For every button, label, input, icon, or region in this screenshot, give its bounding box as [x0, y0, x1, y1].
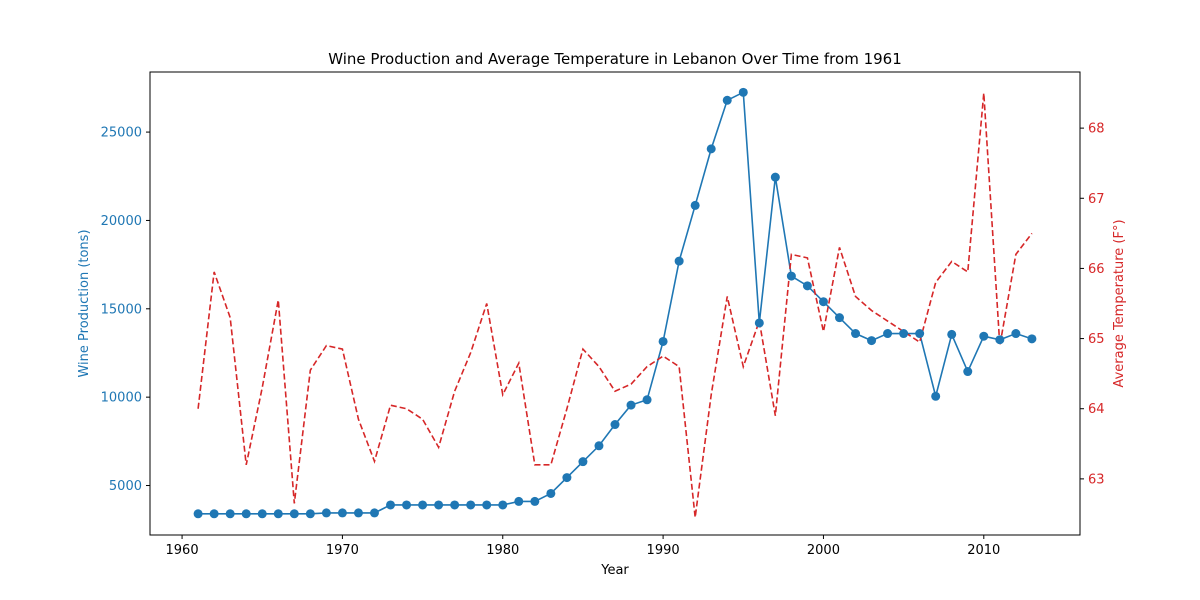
production-point: [369, 508, 379, 518]
production-point: [947, 329, 957, 339]
y-axis-left: 5000 10000 15000 20000 25000: [101, 126, 150, 494]
y-right-tick-label: 67: [1088, 192, 1105, 207]
y-right-tick-label: 65: [1088, 332, 1105, 347]
production-point: [626, 400, 636, 410]
production-series-line: [198, 91, 1033, 515]
x-tick-label: 1960: [166, 543, 199, 558]
y-axis-right: 63 64 65 66 67 68: [1080, 122, 1105, 487]
x-tick-label: 1970: [326, 543, 359, 558]
y-axis-right-title: Average Temperature (F°): [1112, 219, 1127, 387]
production-point: [867, 336, 877, 346]
production-point: [546, 488, 556, 498]
production-point: [802, 281, 812, 291]
x-tick-label: 1990: [647, 543, 680, 558]
production-point: [722, 95, 732, 105]
production-point: [466, 500, 476, 510]
y-axis-left-title: Wine Production (tons): [77, 229, 92, 377]
production-point: [851, 329, 861, 339]
production-point: [915, 329, 925, 339]
y-left-tick-label: 5000: [109, 479, 142, 494]
production-point: [273, 509, 283, 519]
production-point: [578, 457, 588, 467]
production-point: [786, 271, 796, 281]
production-point: [610, 420, 620, 430]
production-point: [754, 318, 764, 328]
production-point: [289, 509, 299, 519]
production-point: [257, 509, 267, 519]
production-point: [418, 500, 428, 510]
production-point: [514, 496, 524, 506]
chart-title: Wine Production and Average Temperature …: [328, 50, 902, 68]
x-axis: 1960 1970 1980 1990 2000 2010: [166, 535, 1000, 558]
production-point: [337, 508, 347, 518]
production-point: [963, 367, 973, 377]
plot-frame: [149, 71, 1081, 536]
temperature-series-line: [197, 92, 1033, 518]
production-point: [706, 144, 716, 154]
production-point: [321, 508, 331, 518]
production-point: [402, 500, 412, 510]
production-point: [1027, 334, 1037, 344]
x-axis-title: Year: [600, 563, 629, 578]
x-tick-label: 2000: [807, 543, 840, 558]
production-point: [209, 509, 219, 519]
production-point: [899, 329, 909, 339]
production-point: [450, 500, 460, 510]
production-point: [690, 200, 700, 210]
production-point: [770, 172, 780, 182]
production-point: [353, 508, 363, 518]
production-point: [530, 496, 540, 506]
x-tick-label: 1980: [486, 543, 519, 558]
production-point: [931, 391, 941, 401]
x-tick-label: 2010: [967, 543, 1000, 558]
y-right-tick-label: 68: [1088, 122, 1105, 137]
production-point: [498, 500, 508, 510]
y-left-tick-label: 25000: [101, 126, 142, 141]
production-point: [482, 500, 492, 510]
series-layer: [193, 87, 1037, 519]
production-point: [979, 331, 989, 341]
y-right-tick-label: 64: [1088, 402, 1105, 417]
production-point: [883, 329, 893, 339]
y-left-tick-label: 10000: [101, 391, 142, 406]
production-point: [241, 509, 251, 519]
y-right-tick-label: 63: [1088, 472, 1105, 487]
y-right-tick-label: 66: [1088, 262, 1105, 277]
production-point: [434, 500, 444, 510]
production-point: [834, 313, 844, 323]
production-point: [225, 509, 235, 519]
production-point: [658, 336, 668, 346]
production-point: [995, 335, 1005, 345]
production-point: [1011, 329, 1021, 339]
production-point: [674, 256, 684, 266]
production-point: [193, 509, 203, 519]
production-point: [738, 87, 748, 97]
production-point: [562, 473, 572, 483]
production-point: [305, 509, 315, 519]
y-left-tick-label: 20000: [101, 214, 142, 229]
production-point: [818, 297, 828, 307]
y-left-tick-label: 15000: [101, 302, 142, 317]
production-point: [386, 500, 396, 510]
production-point: [642, 395, 652, 405]
production-point: [594, 441, 604, 451]
